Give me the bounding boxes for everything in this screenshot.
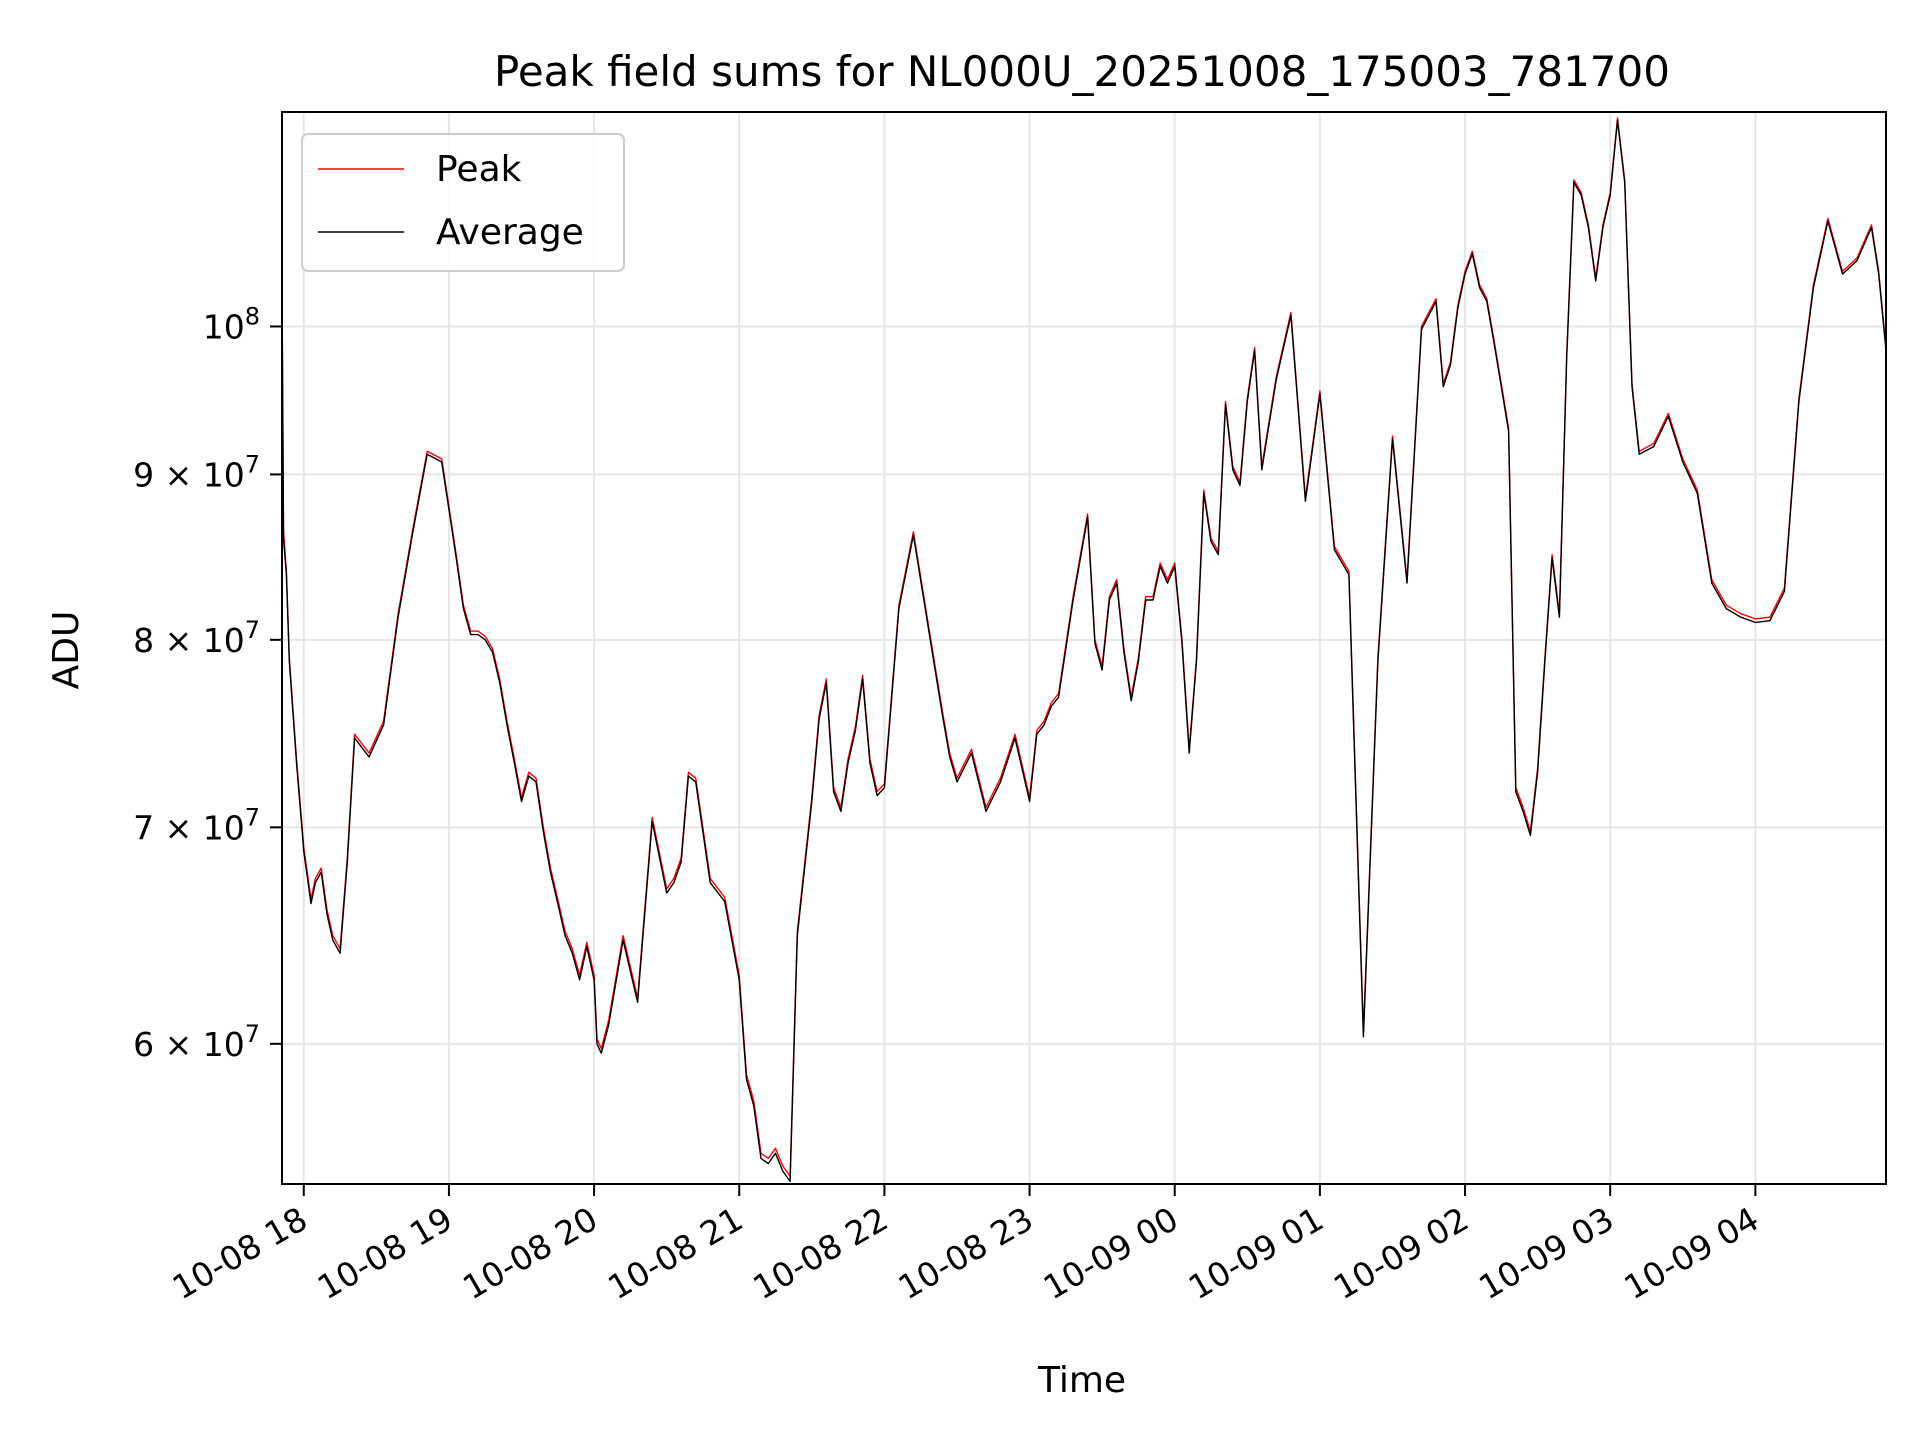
series-layer <box>282 117 1886 1183</box>
y-tick-label: 108 <box>203 302 260 346</box>
y-axis: 108 9 × 107 8 × 107 7 × 107 6 × 107 <box>133 302 282 1064</box>
y-tick-label: 6 × 107 <box>133 1020 260 1064</box>
series-line-average <box>282 119 1886 1183</box>
y-tick-label: 7 × 107 <box>133 803 260 847</box>
grid <box>282 112 1886 1184</box>
x-axis-title: Time <box>1037 1360 1126 1401</box>
legend-peak-label: Peak <box>436 149 522 190</box>
legend-average-label: Average <box>436 212 584 253</box>
y-tick-label: 9 × 107 <box>133 450 260 494</box>
y-tick-label: 8 × 107 <box>133 616 260 660</box>
y-axis-title: ADU <box>46 611 87 690</box>
legend: Peak Average <box>301 133 625 272</box>
chart-title: Peak field sums for NL000U_20251008_1750… <box>494 47 1670 96</box>
plot-frame <box>281 111 1887 1185</box>
